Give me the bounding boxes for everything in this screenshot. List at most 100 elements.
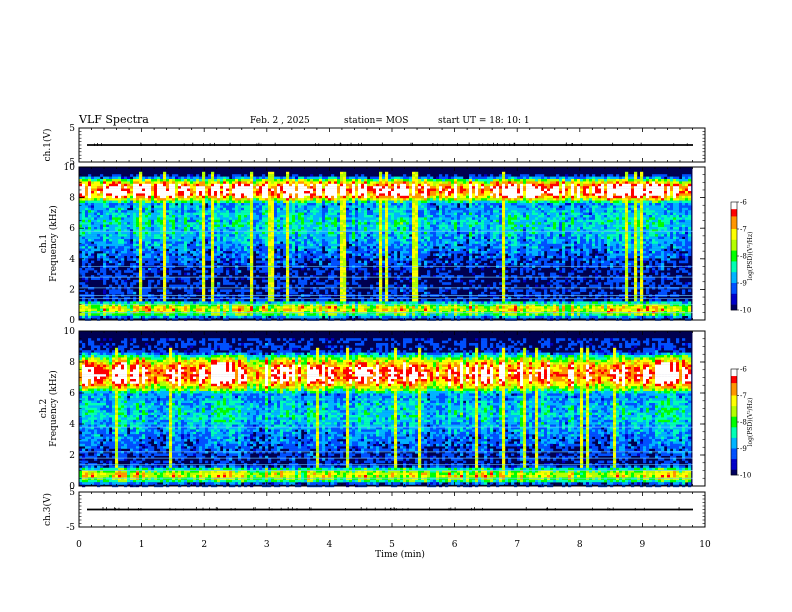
- spectrogram-cell: [178, 237, 181, 240]
- spectrogram-cell: [184, 249, 187, 252]
- spectrogram-cell: [142, 191, 145, 194]
- spectrogram-cell: [190, 227, 193, 230]
- spectrogram-cell: [274, 213, 277, 216]
- spectrogram-cell: [205, 313, 208, 316]
- spectrogram-cell: [316, 201, 319, 204]
- spectrogram-cell: [271, 232, 274, 235]
- spectrogram-cell: [229, 229, 232, 232]
- spectrogram-cell: [85, 217, 88, 220]
- spectrogram-cell: [268, 198, 271, 201]
- spectrogram-cell: [286, 191, 289, 194]
- spectrogram-cell: [238, 203, 241, 206]
- spectrogram-cell: [316, 225, 319, 228]
- spectrogram-cell: [166, 198, 169, 201]
- spectrogram-cell: [112, 225, 115, 228]
- spectrogram-cell: [337, 217, 340, 220]
- spectrogram-cell: [319, 201, 322, 204]
- spectrogram-cell: [322, 241, 325, 244]
- spectrogram-cell: [181, 249, 184, 252]
- spectrogram-cell: [88, 225, 91, 228]
- spectrogram-cell: [247, 181, 250, 184]
- spectrogram-cell: [166, 181, 169, 184]
- spectrogram-cell: [259, 217, 262, 220]
- spectrogram-cell: [247, 184, 250, 187]
- spectrogram-cell: [193, 237, 196, 240]
- spectrogram-cell: [142, 304, 145, 307]
- spectrogram-cell: [358, 239, 361, 242]
- spectrogram-cell: [91, 177, 94, 180]
- spectrogram-cell: [280, 203, 283, 206]
- spectrogram-cell: [181, 215, 184, 218]
- spectrogram-cell: [199, 198, 202, 201]
- spectrogram-cell: [220, 177, 223, 180]
- spectrogram-cell: [259, 186, 262, 189]
- spectrogram-cell: [292, 222, 295, 225]
- spectrogram-cell: [307, 196, 310, 199]
- spectrogram-cell: [244, 258, 247, 261]
- spectrogram-cell: [298, 316, 301, 319]
- spectrogram-cell: [184, 198, 187, 201]
- spectrogram-cell: [97, 196, 100, 199]
- spectrogram-cell: [322, 208, 325, 211]
- spectrogram-cell: [178, 196, 181, 199]
- spectrogram-cell: [163, 306, 166, 309]
- spectrogram-cell: [94, 203, 97, 206]
- spectrogram-cell: [337, 244, 340, 247]
- spectrogram-cell: [199, 287, 202, 290]
- spectrogram-cell: [295, 299, 298, 302]
- spectrogram-cell: [265, 184, 268, 187]
- spectrogram-cell: [202, 237, 205, 240]
- spectrogram-cell: [136, 232, 139, 235]
- spectrogram-cell: [217, 246, 220, 249]
- spectrogram-cell: [208, 229, 211, 232]
- spectrogram-cell: [100, 213, 103, 216]
- spectrogram-cell: [319, 304, 322, 307]
- spectrogram-cell: [310, 244, 313, 247]
- spectrogram-cell: [256, 189, 259, 192]
- spectrogram-cell: [313, 181, 316, 184]
- spectrogram-cell: [259, 301, 262, 304]
- spectrogram-cell: [97, 249, 100, 252]
- spectrogram-cell: [247, 256, 250, 259]
- spectrogram-cell: [217, 239, 220, 242]
- spectrogram-cell: [139, 299, 142, 302]
- spectrogram-cell: [232, 222, 235, 225]
- spectrogram-cell: [136, 253, 139, 256]
- spectrogram-cell: [211, 313, 214, 316]
- spectrogram-cell: [283, 309, 286, 312]
- spectrogram-cell: [238, 301, 241, 304]
- spectrogram-cell: [82, 263, 85, 266]
- spectrogram-cell: [136, 251, 139, 254]
- spectrogram-cell: [295, 263, 298, 266]
- spectrogram-cell: [148, 193, 151, 196]
- spectrogram-cell: [358, 193, 361, 196]
- spectrogram-cell: [109, 177, 112, 180]
- spectrogram-cell: [136, 301, 139, 304]
- spectrogram-cell: [226, 309, 229, 312]
- spectrogram-cell: [256, 261, 259, 264]
- spectrogram-cell: [157, 205, 160, 208]
- spectrogram-cell: [133, 189, 136, 192]
- spectrogram-cell: [214, 309, 217, 312]
- spectrogram-cell: [157, 289, 160, 292]
- spectrogram-cell: [94, 301, 97, 304]
- spectrogram-cell: [343, 196, 346, 199]
- spectrogram-cell: [274, 191, 277, 194]
- spectrogram-cell: [361, 208, 364, 211]
- spectrogram-cell: [97, 217, 100, 220]
- spectrogram-cell: [226, 246, 229, 249]
- spectrogram-cell: [328, 193, 331, 196]
- spectrogram-cell: [106, 229, 109, 232]
- spectrogram-cell: [97, 210, 100, 213]
- spectrogram-cell: [187, 203, 190, 206]
- spectrogram-cell: [127, 241, 130, 244]
- spectrogram-cell: [202, 309, 205, 312]
- spectrogram-cell: [280, 229, 283, 232]
- spectrogram-cell: [274, 203, 277, 206]
- spectrogram-cell: [130, 241, 133, 244]
- spectrogram-cell: [292, 191, 295, 194]
- spectrogram-cell: [268, 186, 271, 189]
- spectrogram-cell: [274, 193, 277, 196]
- spectrogram-cell: [196, 309, 199, 312]
- spectrogram-cell: [103, 277, 106, 280]
